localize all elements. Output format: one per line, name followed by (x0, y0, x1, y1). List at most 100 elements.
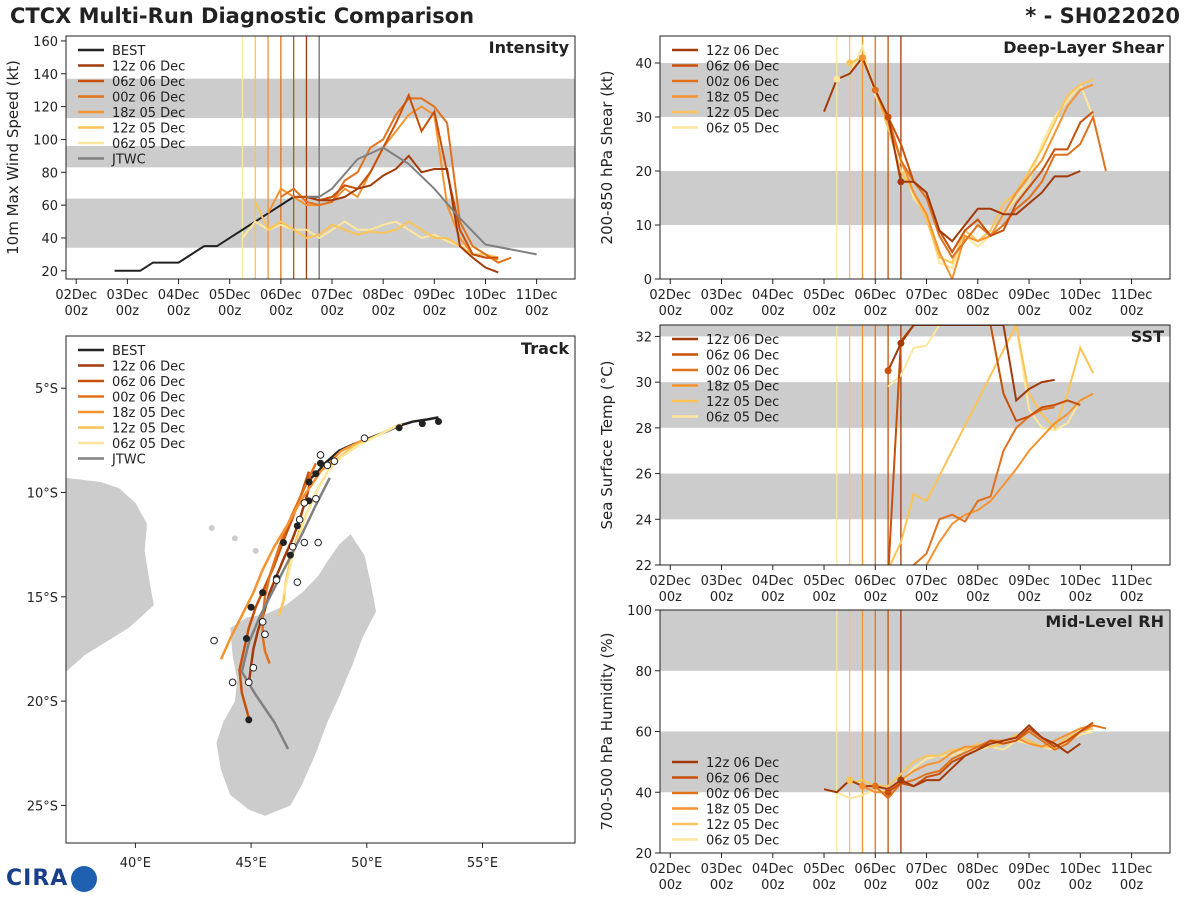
track-position-open (360, 434, 369, 443)
shear-series-12z-06-dec (823, 55, 1081, 243)
intensity-ytick-label: 120 (33, 101, 58, 116)
sst-series-06z-06-dec (887, 325, 1081, 565)
sst-series-12z-05-dec (889, 325, 1095, 565)
intensity-series-06z-06-dec (293, 92, 499, 259)
sst-legend-label-12z-06-dec: 12z 06 Dec (706, 333, 779, 348)
rh-title: Mid-Level RH (1045, 612, 1164, 631)
track-legend-label-00z-06-dec: 00z 06 Dec (112, 391, 185, 406)
madagascar-landmass (216, 534, 377, 816)
rh-xtick-label: 04Dec (752, 862, 794, 877)
track-series-00z-06-dec (261, 462, 318, 665)
track-legend-label-18z-05-dec: 18z 05 Dec (112, 406, 185, 421)
track-frame (65, 335, 576, 844)
rh-ytick-label: 100 (627, 604, 652, 619)
track-position-open (314, 538, 322, 547)
intensity-panel: 20 40 60 80 100 120 140 160 10m Max Wind Speed (… (4, 35, 576, 319)
rh-legend-label-18z-05-dec: 18z 05 Dec (706, 803, 779, 818)
logo-globe-icon (71, 866, 98, 892)
rh-series-12z-06-dec (823, 724, 1081, 794)
island-2 (252, 547, 259, 554)
intensity-series-00z-06-dec (280, 97, 512, 264)
sst-xtick-label: 00z (915, 590, 939, 605)
sst-xtick-label: 04Dec (752, 574, 794, 589)
intensity-band-0 (66, 198, 575, 248)
intensity-xtick-label: 00z (269, 304, 293, 319)
track-legend-label-06z-06-dec: 06z 06 Dec (112, 375, 185, 390)
shear-legend-label-00z-06-dec: 00z 06 Dec (706, 75, 779, 90)
intensity-ytick-label: 160 (33, 35, 58, 50)
shear-marker-18z-05-dec (858, 54, 866, 62)
rh-ylabel: 700-500 hPa Humidity (%) (598, 632, 616, 830)
sst-legend-label-06z-06-dec: 06z 06 Dec (706, 349, 779, 364)
shear-xtick-label: 05Dec (803, 288, 845, 303)
shear-legend-label-06z-05-dec: 06z 05 Dec (706, 122, 779, 137)
intensity-ytick-label: 20 (41, 265, 58, 280)
storm-id-title: * - SH022020 (1025, 4, 1180, 28)
intensity-xtick-label: 00z (525, 304, 549, 319)
shear-xtick-label: 00z (966, 304, 990, 319)
track-position-open (295, 515, 304, 524)
shear-xtick-label: 07Dec (906, 288, 948, 303)
rh-xtick-label: 00z (761, 878, 785, 893)
rh-xtick-label: 10Dec (1059, 862, 1101, 877)
shear-xtick-label: 06Dec (854, 288, 896, 303)
intensity-ytick-label: 100 (33, 133, 58, 148)
track-position-open (323, 461, 332, 470)
intensity-series-best (114, 195, 320, 272)
intensity-xtick-label: 00z (116, 304, 140, 319)
track-series-12z-06-dec (247, 477, 313, 685)
shear-title: Deep-Layer Shear (1003, 38, 1164, 57)
track-legend-label-12z-06-dec: 12z 06 Dec (112, 360, 185, 375)
intensity-xtick-label: 09Dec (413, 288, 455, 303)
intensity-xtick-label: 07Dec (311, 288, 353, 303)
intensity-legend-label-jtwc: JTWC (111, 153, 146, 168)
track-ytick-label: 5°S (35, 382, 58, 397)
rh-marker-06z-06-dec (884, 788, 892, 796)
sst-series-12z-06-dec (887, 325, 1055, 403)
rh-series-06z-06-dec (887, 721, 1094, 794)
shear-legend-label-18z-05-dec: 18z 05 Dec (706, 91, 779, 106)
intensity-ytick-label: 140 (33, 68, 58, 83)
track-position-open (228, 678, 237, 687)
sst-xtick-label: 07Dec (906, 574, 948, 589)
shear-xtick-label: 09Dec (1008, 288, 1050, 303)
sst-xtick-label: 00z (761, 590, 785, 605)
shear-xtick-label: 08Dec (957, 288, 999, 303)
sst-xtick-label: 09Dec (1008, 574, 1050, 589)
shear-xtick-label: 00z (1069, 304, 1093, 319)
shear-plot-area (660, 36, 1170, 279)
sst-ytick-label: 26 (635, 468, 652, 483)
rh-ytick-label: 20 (635, 847, 652, 862)
rh-panel: 20 40 60 80 100 700-500 hPa Humidity (%) 02Dec… (598, 604, 1171, 893)
rh-xtick-label: 02Dec (649, 862, 691, 877)
track-position-open (300, 538, 309, 547)
rh-xtick-label: 11Dec (1111, 862, 1153, 877)
shear-marker-06z-06-dec (884, 113, 892, 121)
shear-legend-label-12z-05-dec: 12z 05 Dec (706, 106, 779, 121)
sst-legend-label-18z-05-dec: 18z 05 Dec (706, 380, 779, 395)
rh-xtick-label: 00z (915, 878, 939, 893)
rh-marker-00z-06-dec (871, 782, 879, 790)
intensity-title: Intensity (489, 38, 570, 57)
sst-ytick-label: 24 (635, 513, 652, 528)
shear-xtick-label: 00z (915, 304, 939, 319)
track-plot-area (66, 416, 442, 843)
track-position-filled (245, 716, 253, 724)
track-position-open (244, 678, 253, 687)
intensity-xtick-label: 05Dec (209, 288, 251, 303)
island-0 (208, 524, 215, 531)
sst-ytick-label: 22 (635, 559, 652, 574)
rh-xtick-label: 00z (1069, 878, 1093, 893)
intensity-series-jtwc (306, 146, 537, 256)
rh-marker-18z-05-dec (858, 782, 866, 790)
intensity-xtick-label: 06Dec (260, 288, 302, 303)
track-position-open (261, 630, 269, 639)
track-title: Track (521, 339, 569, 358)
shear-ylabel: 200-850 hPa Shear (kt) (598, 71, 616, 245)
shear-ytick-label: 10 (635, 219, 652, 234)
rh-xtick-label: 00z (659, 878, 683, 893)
intensity-plot-area (66, 36, 575, 279)
track-position-open (300, 499, 309, 507)
